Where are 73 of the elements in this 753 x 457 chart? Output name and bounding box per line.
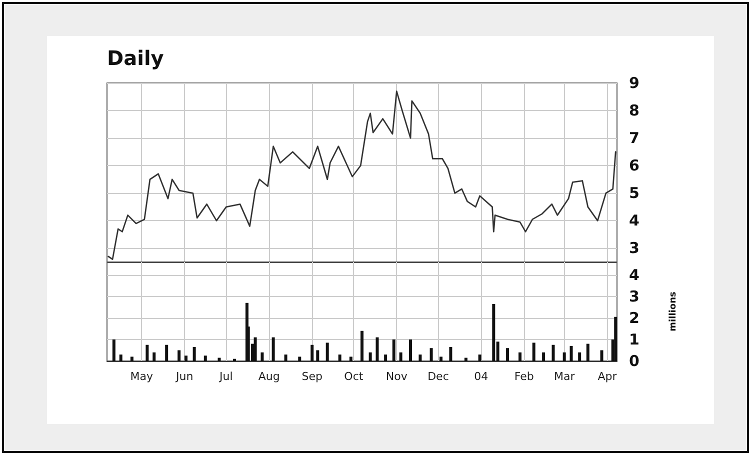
bar	[192, 347, 196, 361]
y-tick-label: 5	[629, 184, 640, 202]
bar	[152, 352, 156, 361]
bar	[439, 356, 442, 361]
bar	[338, 354, 342, 361]
bar	[254, 337, 257, 361]
bar	[130, 356, 134, 361]
y-axis-title: millions	[668, 292, 678, 332]
chart-title: Daily	[107, 46, 164, 70]
bar	[552, 344, 555, 361]
bar	[298, 356, 302, 361]
x-tick-label: Nov	[386, 370, 408, 383]
y-tick-label: 3	[629, 239, 640, 258]
bar	[112, 339, 116, 361]
bar	[184, 356, 188, 361]
bar	[506, 348, 510, 361]
y-tick-label: 2	[629, 308, 640, 327]
bar	[284, 354, 288, 361]
x-tick-label: Mar	[554, 370, 576, 383]
bar	[349, 356, 352, 361]
x-tick-label: Oct	[344, 370, 364, 383]
bar	[542, 352, 546, 361]
bar	[418, 354, 422, 361]
x-tick-label: Sep	[302, 370, 322, 383]
bar	[260, 352, 264, 361]
bar	[310, 344, 314, 361]
bar	[218, 358, 221, 361]
bar	[532, 342, 536, 361]
bar	[368, 352, 372, 361]
bar	[119, 354, 122, 361]
x-tick-label: Jun	[175, 370, 194, 383]
bar	[478, 354, 482, 361]
x-tick-label: May	[130, 370, 154, 383]
x-tick-label: Jul	[218, 370, 233, 383]
bar	[518, 352, 522, 361]
x-tick-label: Apr	[598, 370, 618, 383]
bar	[272, 337, 275, 361]
y-tick-label: 8	[629, 102, 640, 120]
bar	[600, 350, 604, 361]
y-tick-label: 1	[629, 330, 640, 348]
bar	[430, 348, 433, 361]
line-series	[108, 90, 616, 260]
bar	[146, 344, 149, 361]
bar	[360, 330, 364, 361]
bar	[409, 339, 412, 361]
y-tick-label: 4	[629, 266, 640, 284]
bar	[614, 316, 618, 361]
x-tick-label: 04	[474, 370, 488, 383]
bar	[376, 337, 379, 361]
x-tick-label: Aug	[258, 370, 280, 383]
bar	[384, 354, 388, 361]
bar	[586, 344, 590, 361]
x-tick-label: Feb	[514, 370, 534, 383]
bar	[492, 304, 496, 361]
y-tick-label: 6	[629, 156, 640, 175]
bar	[578, 352, 582, 361]
bar	[562, 352, 566, 361]
bar	[464, 358, 468, 361]
x-tick-label: Dec	[428, 370, 449, 383]
bar	[178, 350, 181, 361]
y-tick-label: 7	[629, 129, 640, 148]
y-tick-label: 9	[629, 74, 640, 92]
bar	[326, 342, 329, 361]
bar	[316, 350, 320, 361]
y-tick-label: 3	[629, 287, 640, 306]
bar	[165, 344, 168, 361]
bar	[449, 347, 452, 361]
bar	[399, 352, 402, 361]
bar	[392, 339, 396, 361]
y-tick-label: 0	[629, 352, 640, 370]
bar	[204, 356, 207, 361]
bar	[570, 346, 573, 361]
y-tick-label: 4	[629, 212, 640, 230]
